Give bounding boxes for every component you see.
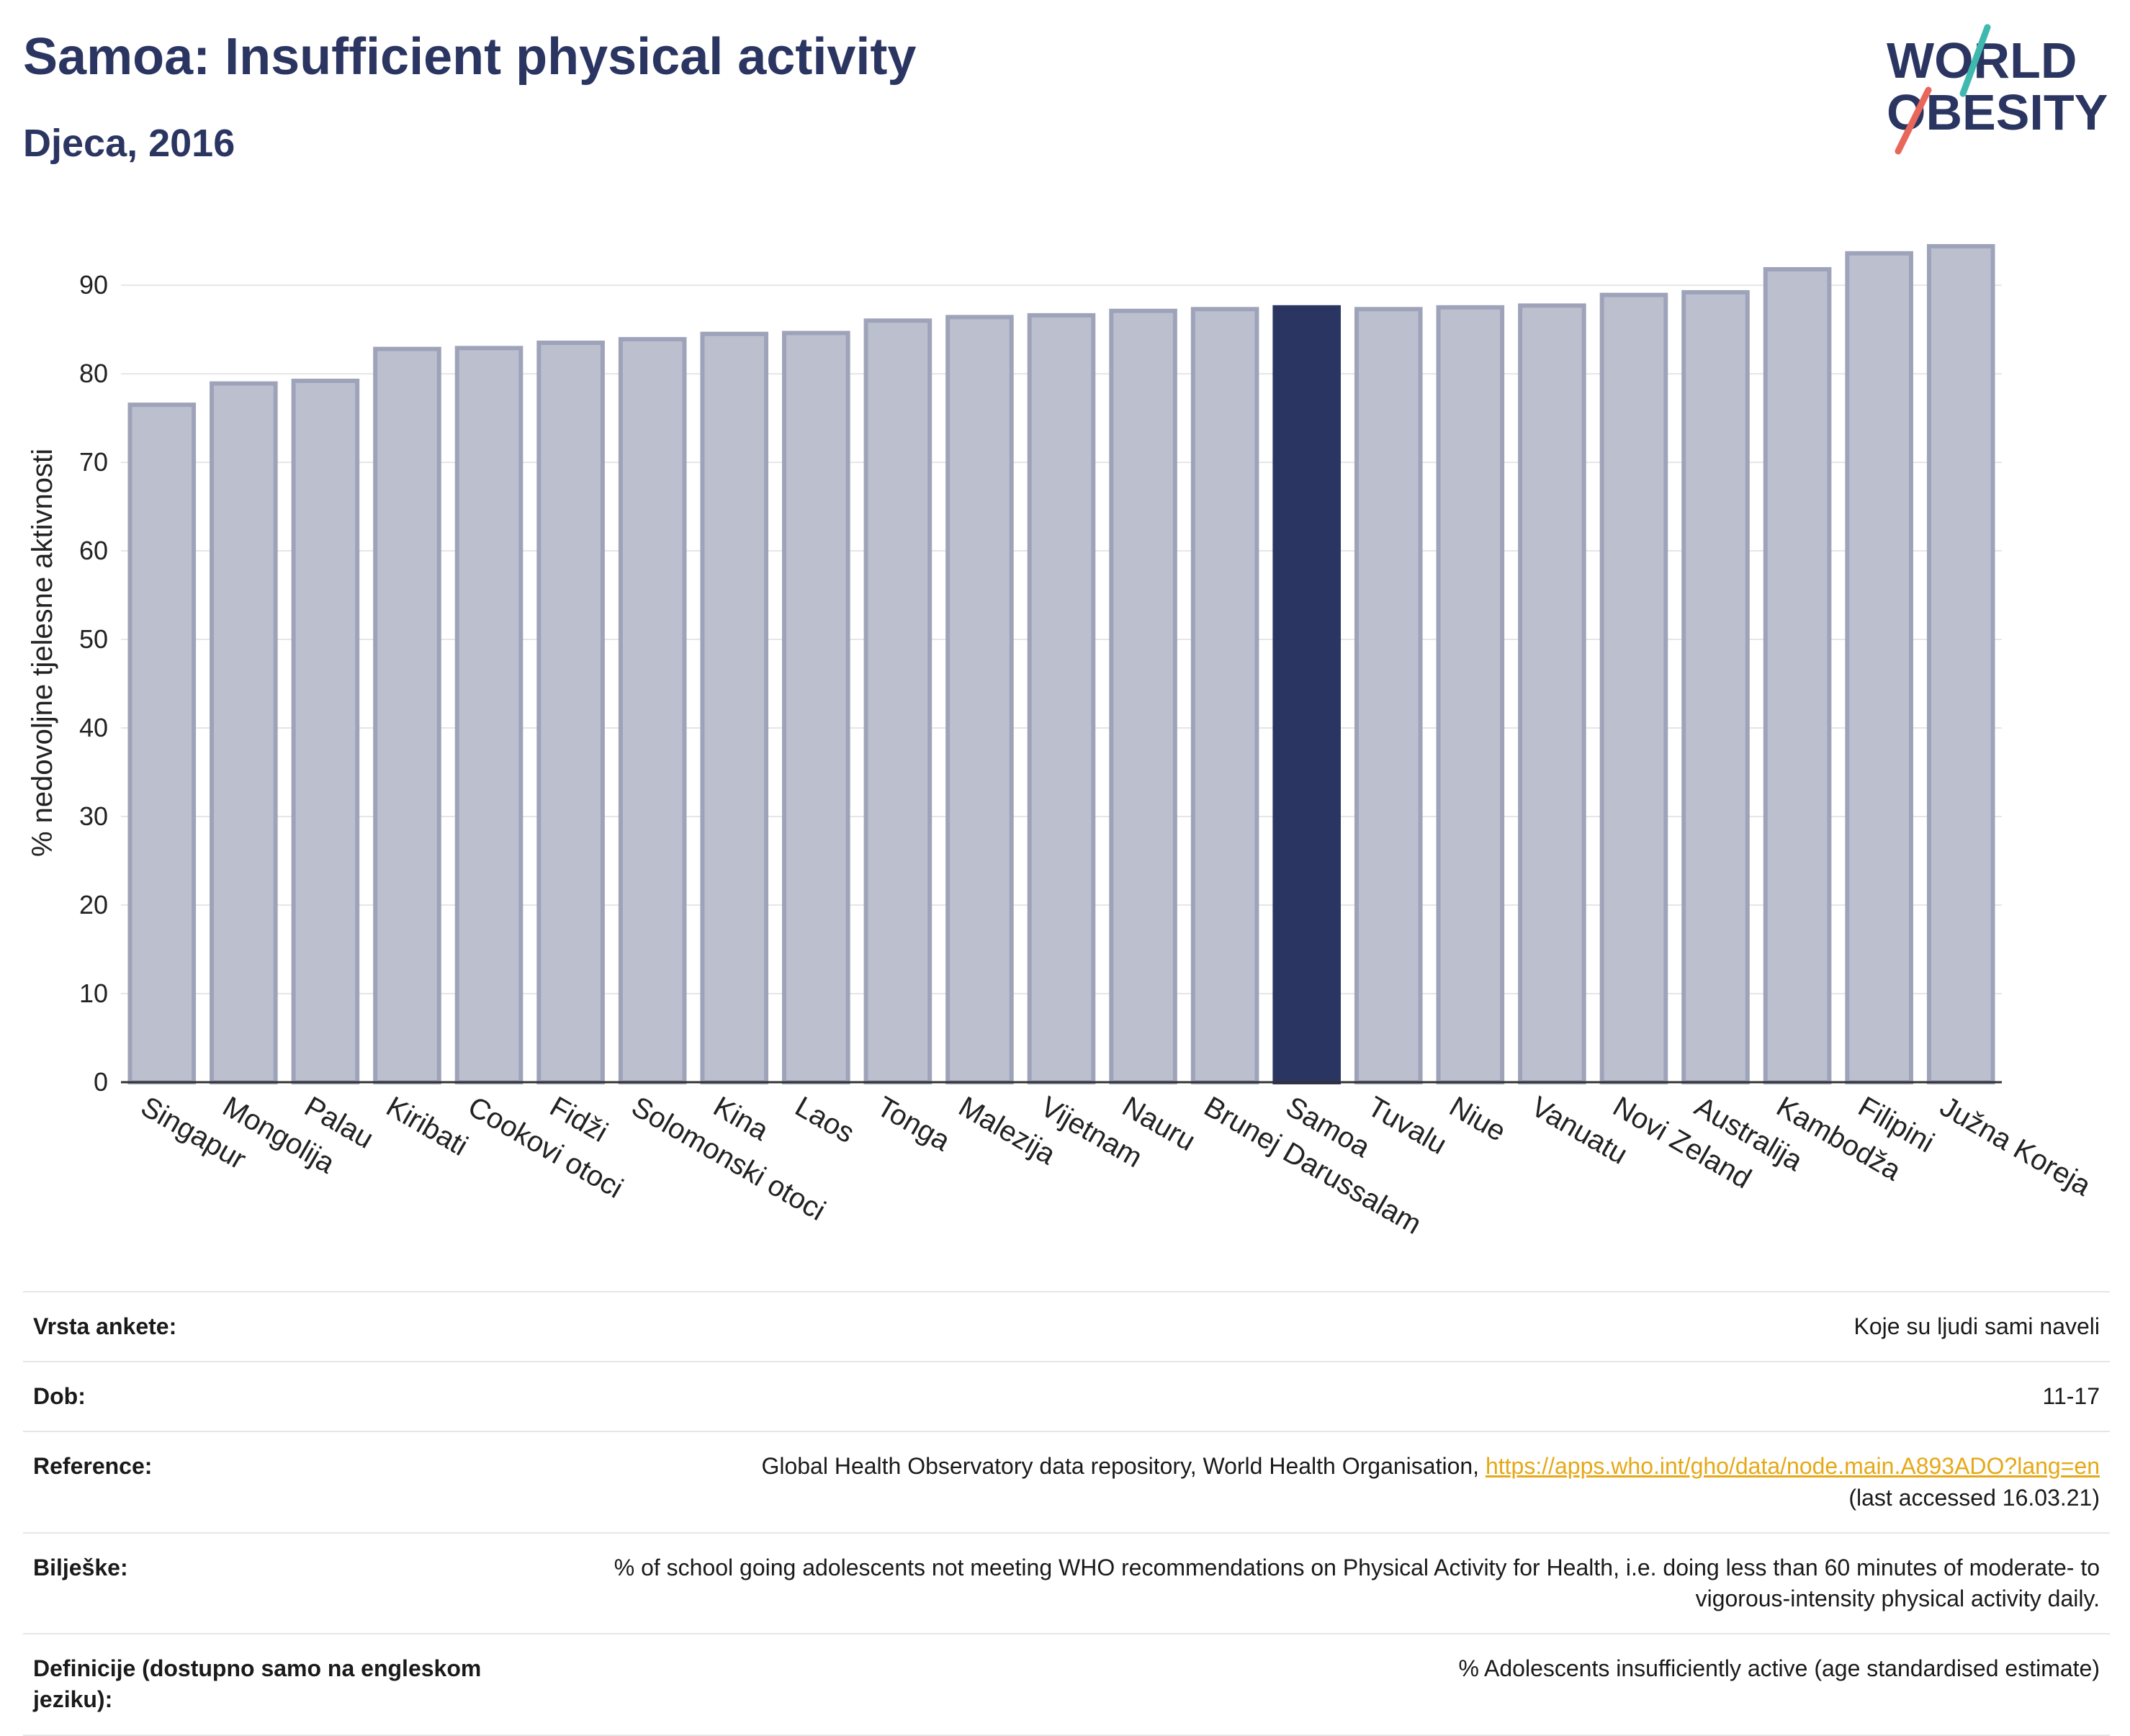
meta-row-age: Dob: 11-17 [23,1361,2110,1433]
bar [1845,251,1913,1084]
bar [863,318,933,1084]
meta-row-reference: Reference: Global Health Observatory dat… [23,1431,2110,1534]
x-tick-label: Tuvalu [1362,1091,1452,1161]
bar [454,346,523,1084]
reference-link[interactable]: https://apps.who.int/gho/data/node.main.… [1485,1453,2100,1480]
x-tick-label: Laos [790,1091,860,1149]
bar [1599,292,1668,1084]
x-tick-label: Kiribati [381,1091,473,1162]
x-tick-label: Tonga [871,1091,956,1158]
reference-text: Global Health Observatory data repositor… [761,1453,1480,1480]
reference-label: Reference: [23,1431,547,1534]
survey-type-value: Koje su ljudi sami naveli [547,1290,2110,1363]
bar [536,341,605,1084]
bar [1027,312,1096,1084]
bar [782,330,850,1085]
notes-value: % of school going adolescents not meetin… [547,1532,2110,1635]
chart-subtitle: Djeca, 2016 [23,122,235,165]
y-tick-label: 60 [79,536,108,565]
bar [1763,266,1832,1085]
y-tick-label: 0 [94,1067,108,1097]
bar-chart-svg: 0 10 20 30 40 50 60 70 80 90 % nedovoljne tjelesne… [27,243,2097,1241]
bar [291,378,360,1085]
world-obesity-logo: WORLD OBESITY [1885,22,2116,155]
meta-row-definitions: Definicije (dostupno samo na engleskom j… [23,1633,2110,1736]
metadata-table: Vrsta ankete: Koje su ljudi sami naveli … [23,1290,2110,1736]
bar [1681,289,1750,1084]
logo-slash-teal [1959,24,1991,97]
bar [1354,307,1423,1084]
y-axis-title: % nedovoljne tjelesne aktivnosti [27,449,58,857]
age-value: 11-17 [547,1361,2110,1433]
bar-chart: 0 10 20 30 40 50 60 70 80 90 % nedovoljne tjelesne… [0,194,2130,1274]
x-tick-label: Cookovi otoci [463,1091,629,1205]
reference-accessed: (last accessed 16.03.21) [1848,1484,2100,1511]
definitions-value: % Adolescents insufficiently active (age… [547,1633,2110,1736]
y-tick-label: 20 [79,890,108,919]
bar [1272,305,1341,1084]
bar [1109,308,1177,1085]
y-tick-label: 40 [79,713,108,742]
bar [618,337,687,1085]
y-tick-label: 70 [79,447,108,477]
meta-row-survey: Vrsta ankete: Koje su ljudi sami naveli [23,1290,2110,1363]
notes-label: Bilješke: [23,1532,547,1635]
reference-value: Global Health Observatory data repositor… [547,1431,2110,1534]
chart-title: Samoa: Insufficient physical activity [23,28,917,86]
bar [1190,307,1259,1084]
bar [945,315,1014,1085]
x-tick-label: Niue [1444,1091,1511,1148]
bar [1436,305,1505,1084]
bar [1518,303,1586,1085]
y-tick-label: 90 [79,270,108,300]
bar [1926,243,1995,1085]
y-tick-label: 30 [79,801,108,831]
bar [700,331,769,1085]
x-tick-label: Južna Koreja [1935,1091,2097,1202]
age-label: Dob: [23,1361,547,1433]
bar [210,381,278,1084]
logo-slash-coral [1895,86,1932,155]
definitions-label: Definicije (dostupno samo na engleskom j… [23,1633,547,1736]
bar [373,346,441,1084]
bar [127,402,197,1085]
y-tick-label: 80 [79,359,108,388]
survey-type-label: Vrsta ankete: [23,1290,547,1363]
y-tick-label: 10 [79,979,108,1008]
meta-row-notes: Bilješke: % of school going adolescents … [23,1532,2110,1635]
y-tick-label: 50 [79,624,108,654]
